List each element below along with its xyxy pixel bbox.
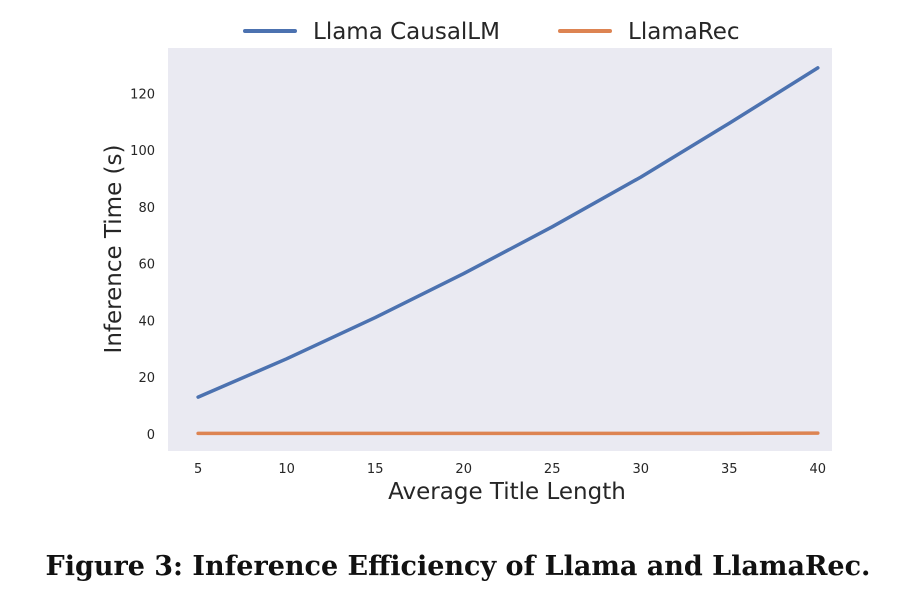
- x-tick-label: 5: [194, 462, 202, 477]
- y-tick-label: 60: [138, 258, 155, 273]
- series-layer: [196, 66, 820, 436]
- figure-caption: Figure 3: Inference Efficiency of Llama …: [45, 551, 871, 582]
- x-axis-ticks: 5 10 15 20 25 30 35 40: [194, 462, 826, 477]
- x-tick-label: 35: [721, 462, 738, 477]
- x-tick-label: 20: [455, 462, 472, 477]
- y-tick-label: 120: [130, 87, 155, 102]
- y-tick-label: 20: [138, 371, 155, 386]
- y-tick-label: 0: [147, 428, 155, 443]
- x-tick-label: 40: [810, 462, 827, 477]
- legend: Llama CausalLM LlamaRec: [243, 19, 740, 45]
- x-tick-label: 25: [544, 462, 561, 477]
- x-axis-label: Average Title Length: [388, 479, 626, 505]
- plot-area: [168, 48, 832, 451]
- x-tick-label: 30: [633, 462, 650, 477]
- y-tick-label: 40: [138, 315, 155, 330]
- x-tick-label: 10: [278, 462, 295, 477]
- legend-label-0: Llama CausalLM: [313, 19, 500, 45]
- series-line-0: [196, 66, 820, 399]
- y-axis-label: Inference Time (s): [101, 145, 127, 354]
- legend-label-1: LlamaRec: [628, 19, 740, 45]
- x-tick-label: 15: [367, 462, 384, 477]
- y-axis-ticks: 0 20 40 60 80 100 120: [130, 87, 155, 443]
- y-tick-label: 80: [138, 201, 155, 216]
- y-tick-label: 100: [130, 144, 155, 159]
